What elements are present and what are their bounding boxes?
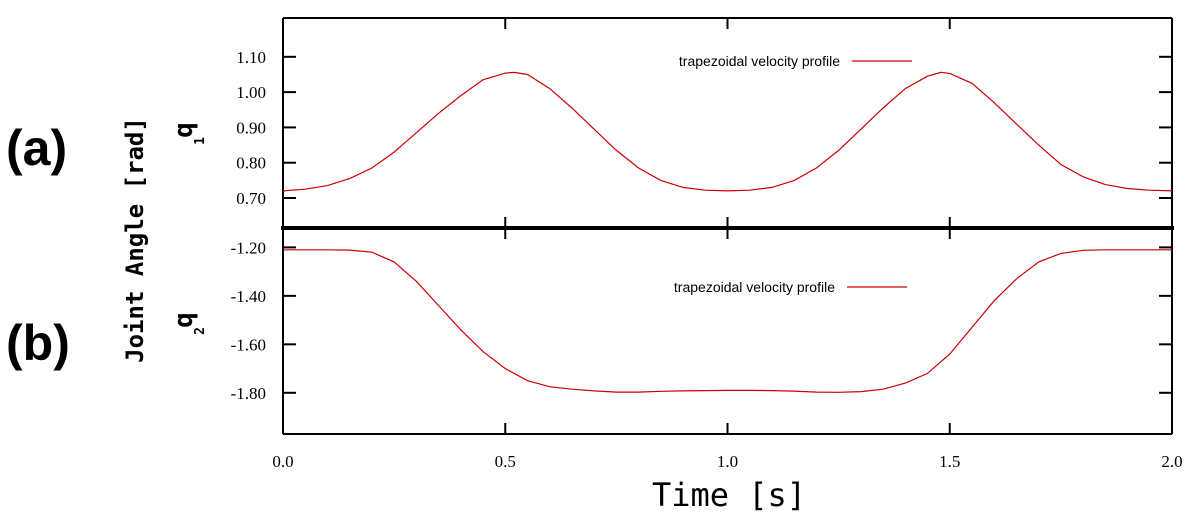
series-line [282,71,1173,192]
q-letter: q [169,312,199,328]
y-tick-label: 0.80 [236,154,266,173]
panel-label-b: (b) [6,315,70,371]
y-tick-label: -1.20 [231,238,266,257]
q-subscript: 2 [193,327,208,335]
y-tick-label: 1.10 [236,48,266,67]
q-label-2: q2 [169,312,208,335]
panel-label-a: (a) [6,120,67,176]
x-tick-label: 0.0 [272,452,293,471]
y-tick-label: -1.80 [231,384,266,403]
x-tick-label: 0.5 [495,452,516,471]
q-letter: q [169,122,199,138]
legend-label: trapezoidal velocity profile [674,279,835,295]
y-tick-label: -1.60 [231,335,266,354]
q-label-1: q1 [169,122,208,145]
legend-label: trapezoidal velocity profile [679,53,840,69]
x-axis-title: Time [s] [652,476,806,514]
x-tick-label: 1.5 [939,452,960,471]
q-subscript: 1 [193,137,208,145]
y-tick-label: 1.00 [236,83,266,102]
y-tick-label: 0.90 [236,118,266,137]
x-tick-label: 2.0 [1161,452,1182,471]
x-tick-label: 1.0 [717,452,738,471]
series-line [283,249,1172,393]
y-axis-title: Joint Angle [rad] [121,117,149,363]
panel-1: 1.10 1.00 0.90 0.80 0.70 trapezoidal velocity… [169,17,1173,228]
y-tick-label: -1.40 [231,287,266,306]
y-tick-label: 0.70 [236,189,266,208]
panel-2: 0.0 0.5 1.0 1.5 2.0 -1.20 -1.40 -1.60 -1.80 trape… [169,228,1183,471]
